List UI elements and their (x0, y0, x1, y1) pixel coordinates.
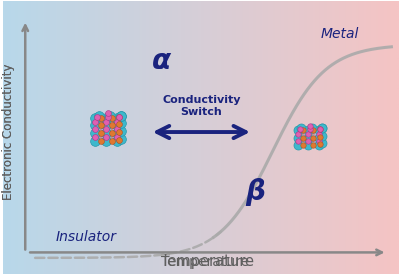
Polygon shape (106, 116, 121, 118)
Polygon shape (118, 116, 121, 125)
Text: Temperature: Temperature (161, 254, 254, 269)
Polygon shape (118, 131, 121, 141)
Text: Temperature: Temperature (161, 255, 250, 270)
Polygon shape (298, 128, 312, 130)
Polygon shape (95, 116, 110, 118)
Text: Electronic Conductivity: Electronic Conductivity (2, 64, 15, 200)
Polygon shape (106, 118, 118, 125)
Text: Metal: Metal (321, 26, 359, 40)
Polygon shape (318, 136, 322, 145)
Polygon shape (106, 125, 118, 133)
Polygon shape (118, 123, 121, 133)
Text: β: β (245, 178, 265, 206)
Polygon shape (298, 130, 308, 138)
Polygon shape (308, 138, 318, 145)
Text: α: α (152, 47, 171, 75)
Polygon shape (106, 133, 118, 141)
Polygon shape (95, 125, 106, 133)
Polygon shape (95, 133, 106, 141)
Polygon shape (318, 128, 322, 138)
Polygon shape (308, 128, 322, 130)
Text: Conductivity
Switch: Conductivity Switch (162, 95, 241, 117)
Polygon shape (95, 118, 106, 125)
Polygon shape (308, 130, 318, 138)
Text: Insulator: Insulator (56, 230, 117, 244)
Polygon shape (298, 138, 308, 145)
Text: Electronic Conductivity: Electronic Conductivity (2, 64, 15, 200)
